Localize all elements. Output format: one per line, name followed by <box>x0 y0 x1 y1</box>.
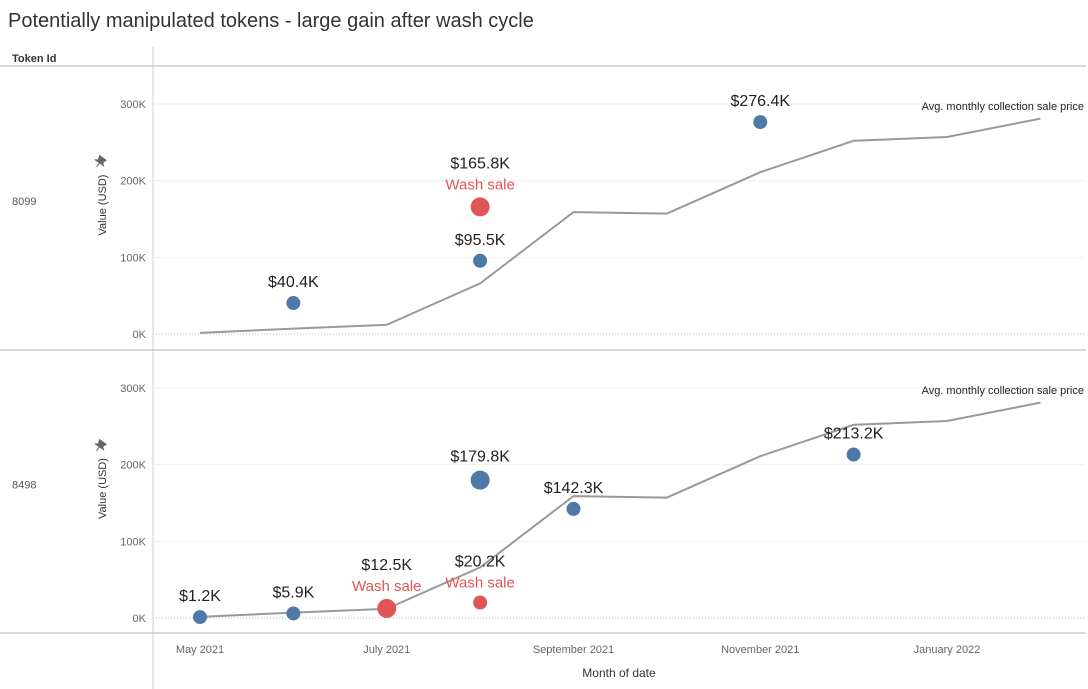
y-tick-label: 200K <box>120 176 146 188</box>
y-tick-label: 100K <box>120 252 146 264</box>
y-tick-label: 0K <box>133 329 147 341</box>
wash-sale-point <box>377 598 397 618</box>
sale-point <box>286 296 301 311</box>
sale-point <box>470 470 490 490</box>
x-tick-label: January 2022 <box>914 644 981 656</box>
pin-icon <box>93 438 108 452</box>
wash-sale-label: Wash sale <box>445 575 514 592</box>
data-label: $276.4K <box>730 93 790 110</box>
data-label: $142.3K <box>544 480 604 497</box>
avg-price-line <box>199 401 1041 618</box>
sale-point <box>846 447 861 462</box>
token-id-label: 8099 <box>12 196 36 208</box>
data-label: $5.9K <box>272 584 314 601</box>
data-label: $12.5K <box>361 557 412 574</box>
sale-point <box>286 606 301 621</box>
wash-sale-label: Wash sale <box>445 176 514 193</box>
sale-point <box>193 610 207 625</box>
chart-title: Potentially manipulated tokens - large g… <box>8 10 534 32</box>
y-axis-title: Value (USD) <box>97 175 109 236</box>
sale-point <box>566 501 581 516</box>
data-label: $20.2K <box>455 554 506 571</box>
data-label: $179.8K <box>450 449 510 466</box>
x-axis-title: Month of date <box>582 666 656 680</box>
token-id-label: 8498 <box>12 480 36 492</box>
x-tick-label: November 2021 <box>721 644 799 656</box>
wash-sale-point <box>470 197 490 217</box>
y-tick-label: 100K <box>120 536 146 548</box>
data-label: $1.2K <box>179 588 221 605</box>
wash-sale-point <box>473 595 488 610</box>
y-tick-label: 300K <box>120 99 146 111</box>
pin-icon <box>93 154 108 168</box>
data-label: $40.4K <box>268 274 319 291</box>
avg-price-annotation: Avg. monthly collection sale price <box>922 101 1084 113</box>
y-axis-title: Value (USD) <box>97 458 109 519</box>
y-tick-label: 300K <box>120 383 146 395</box>
data-label: $95.5K <box>455 232 506 249</box>
x-tick-label: September 2021 <box>533 644 614 656</box>
wash-sale-label: Wash sale <box>352 578 421 595</box>
data-label: $213.2K <box>824 426 884 443</box>
row-header: Token Id <box>12 53 56 65</box>
data-label: $165.8K <box>450 155 510 172</box>
sale-point <box>473 253 488 268</box>
avg-price-line <box>199 117 1041 334</box>
x-tick-label: May 2021 <box>176 644 224 656</box>
sale-point <box>753 115 768 130</box>
y-tick-label: 200K <box>120 460 146 472</box>
avg-price-annotation: Avg. monthly collection sale price <box>922 385 1084 397</box>
x-tick-label: July 2021 <box>363 644 410 656</box>
y-tick-label: 0K <box>133 613 147 625</box>
